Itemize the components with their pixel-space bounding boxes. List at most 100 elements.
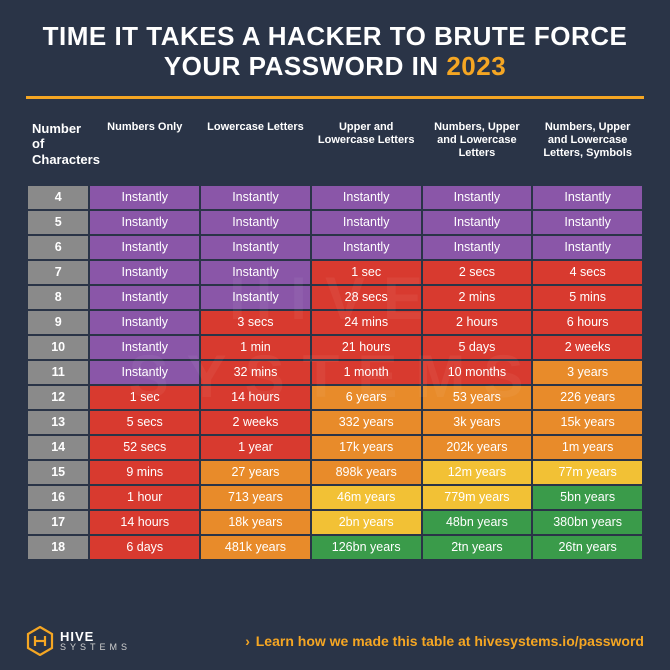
cell: 126bn years [312,536,421,559]
row-number: 13 [28,411,88,434]
cell: Instantly [90,211,199,234]
page-title: TIME IT TAKES A HACKER TO BRUTE FORCE YO… [26,22,644,82]
table-row: 135 secs2 weeks332 years3k years15k year… [28,411,642,434]
cell: 18k years [201,511,310,534]
table-row: 6InstantlyInstantlyInstantlyInstantlyIns… [28,236,642,259]
cell: Instantly [312,236,421,259]
cell: 14 hours [90,511,199,534]
cell: Instantly [533,186,642,209]
row-number: 12 [28,386,88,409]
table-row: 186 days481k years126bn years2tn years26… [28,536,642,559]
cell: 53 years [423,386,532,409]
row-number: 15 [28,461,88,484]
column-header: Number of Characters [28,115,88,184]
table-row: 7InstantlyInstantly1 sec2 secs4 secs [28,261,642,284]
title-rule [26,96,644,99]
title-year: 2023 [446,51,506,81]
cell: Instantly [533,211,642,234]
column-header: Upper and Lowercase Letters [312,115,421,184]
cell: 481k years [201,536,310,559]
cell: 3 years [533,361,642,384]
cell: 1 year [201,436,310,459]
cell: 2 secs [423,261,532,284]
title-text: TIME IT TAKES A HACKER TO BRUTE FORCE YO… [43,21,628,81]
cell: 3 secs [201,311,310,334]
cell: 77m years [533,461,642,484]
table-row: 121 sec14 hours6 years53 years226 years [28,386,642,409]
cell: 5 days [423,336,532,359]
chevron-right-icon: › [245,633,250,649]
row-number: 7 [28,261,88,284]
cell: Instantly [423,211,532,234]
table-row: 159 mins27 years898k years12m years77m y… [28,461,642,484]
footer: HIVE SYSTEMS › Learn how we made this ta… [26,626,644,656]
cell: Instantly [201,236,310,259]
cell: Instantly [90,311,199,334]
cell: Instantly [201,211,310,234]
cell: 2 mins [423,286,532,309]
cell: 6 hours [533,311,642,334]
cell: 28 secs [312,286,421,309]
row-number: 5 [28,211,88,234]
cell: 2 weeks [201,411,310,434]
cell: 10 months [423,361,532,384]
table-row: 9Instantly3 secs24 mins2 hours6 hours [28,311,642,334]
cell: Instantly [201,261,310,284]
table-row: 8InstantlyInstantly28 secs2 mins5 mins [28,286,642,309]
table-row: 11Instantly32 mins1 month10 months3 year… [28,361,642,384]
cell: 226 years [533,386,642,409]
cell: Instantly [312,211,421,234]
cell: 17k years [312,436,421,459]
cell: 12m years [423,461,532,484]
row-number: 14 [28,436,88,459]
cell: Instantly [90,261,199,284]
row-number: 11 [28,361,88,384]
cell: 1 min [201,336,310,359]
column-header: Numbers Only [90,115,199,184]
row-number: 16 [28,486,88,509]
cell: Instantly [90,336,199,359]
brand-line2: SYSTEMS [60,643,131,652]
cell: 5 secs [90,411,199,434]
cell: 713 years [201,486,310,509]
cell: Instantly [533,236,642,259]
cell: 332 years [312,411,421,434]
cell: 2tn years [423,536,532,559]
brand-logo: HIVE SYSTEMS [26,626,131,656]
cell: 1 month [312,361,421,384]
table-row: 161 hour713 years46m years779m years5bn … [28,486,642,509]
cell: 380bn years [533,511,642,534]
cell: 15k years [533,411,642,434]
cell: 32 mins [201,361,310,384]
cell: 3k years [423,411,532,434]
column-header: Numbers, Upper and Lowercase Letters [423,115,532,184]
row-number: 10 [28,336,88,359]
row-number: 9 [28,311,88,334]
row-number: 17 [28,511,88,534]
table-header-row: Number of CharactersNumbers OnlyLowercas… [28,115,642,184]
cell: 202k years [423,436,532,459]
cell: 6 years [312,386,421,409]
cell: 48bn years [423,511,532,534]
column-header: Numbers, Upper and Lowercase Letters, Sy… [533,115,642,184]
cell: 1 sec [90,386,199,409]
row-number: 6 [28,236,88,259]
cell: 52 secs [90,436,199,459]
learn-link[interactable]: › Learn how we made this table at hivesy… [245,633,644,649]
cell: 2 hours [423,311,532,334]
cell: 26tn years [533,536,642,559]
cell: 1 hour [90,486,199,509]
cell: Instantly [201,186,310,209]
cell: Instantly [201,286,310,309]
table-row: 1452 secs1 year17k years202k years1m yea… [28,436,642,459]
cell: 779m years [423,486,532,509]
cell: Instantly [90,361,199,384]
cell: 898k years [312,461,421,484]
row-number: 18 [28,536,88,559]
learn-url: hivesystems.io/password [474,633,644,649]
cell: 4 secs [533,261,642,284]
cell: Instantly [423,236,532,259]
cell: 5 mins [533,286,642,309]
row-number: 4 [28,186,88,209]
table-row: 1714 hours18k years2bn years48bn years38… [28,511,642,534]
